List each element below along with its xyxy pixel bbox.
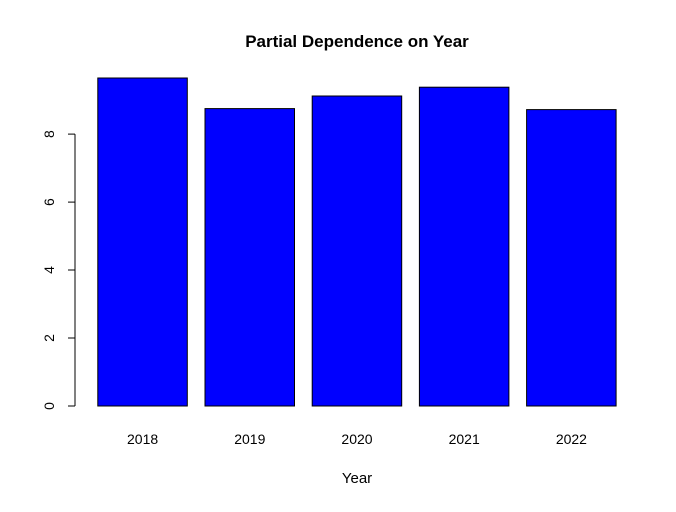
x-tick-label-2019: 2019	[234, 431, 265, 447]
y-tick-label-6: 6	[41, 198, 57, 206]
x-tick-label-2020: 2020	[341, 431, 372, 447]
x-axis-labels: 2018 2019 2020 2021 2022	[127, 431, 587, 447]
x-tick-label-2021: 2021	[449, 431, 480, 447]
y-axis: 0 2 4 6 8	[41, 130, 76, 410]
x-axis-title: Year	[342, 470, 372, 487]
y-tick-label-8: 8	[41, 130, 57, 138]
y-tick-label-0: 0	[41, 402, 57, 410]
bar-2022	[526, 109, 617, 407]
x-tick-label-2018: 2018	[127, 431, 158, 447]
bar-2018	[97, 77, 188, 407]
chart-title: Partial Dependence on Year	[245, 32, 469, 51]
bar-2020	[311, 95, 403, 407]
y-tick-label-2: 2	[41, 334, 57, 342]
y-tick-label-4: 4	[41, 266, 57, 274]
bars-group	[97, 77, 617, 407]
x-tick-label-2022: 2022	[556, 431, 587, 447]
bar-2019	[204, 108, 295, 407]
bar-2021	[418, 86, 510, 407]
